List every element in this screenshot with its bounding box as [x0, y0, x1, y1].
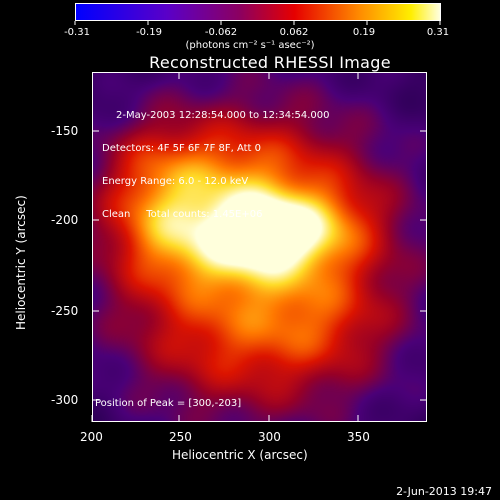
y-tick-label: -250: [51, 304, 79, 318]
colorbar-tick-label: 0.19: [352, 27, 376, 38]
colorbar-gradient: [76, 4, 440, 20]
colorbar-units: (photons cm⁻² s⁻¹ asec⁻²): [185, 40, 315, 51]
colorbar-tick-label: 0.062: [279, 27, 309, 38]
energy-range-text: Energy Range: 6.0 - 12.0 keV: [102, 176, 249, 187]
peak-position-text: Position of Peak = [300,-203]: [95, 398, 242, 409]
x-tick-label: 300: [258, 430, 281, 444]
x-tick-label: 200: [80, 430, 103, 444]
y-tick-label: -300: [51, 393, 79, 407]
colorbar-ticks: -0.31 -0.19 -0.062 0.062 0.19 0.31: [0, 0, 500, 40]
colorbar-tick-label: -0.062: [204, 27, 238, 38]
detectors-text: Detectors: 4F 5F 6F 7F 8F, Att 0: [102, 143, 262, 154]
colorbar-tick-label: -0.31: [64, 27, 90, 38]
time-range-text: 2-May-2003 12:28:54.000 to 12:34:54.000: [116, 110, 330, 121]
y-axis-label: Heliocentric Y (arcsec): [14, 195, 28, 330]
plot-title: Reconstructed RHESSI Image: [149, 53, 391, 72]
y-tick-label: -200: [51, 213, 79, 227]
y-tick-label: -150: [51, 124, 79, 138]
x-tick-label: 250: [169, 430, 192, 444]
colorbar-tick-label: 0.31: [426, 27, 450, 38]
x-tick-label: 350: [347, 430, 370, 444]
observation-info: 2-May-2003 12:28:54.000 to 12:34:54.000 …: [102, 88, 329, 231]
colorbar: [75, 3, 441, 21]
rhessi-image: [92, 72, 427, 422]
plot-frame: [92, 72, 427, 422]
colorbar-tick-label: -0.19: [136, 27, 162, 38]
x-axis-label: Heliocentric X (arcsec): [172, 448, 308, 462]
clean-counts-text: Clean Total counts: 1.45E+06: [102, 209, 263, 220]
plot-timestamp: 2-Jun-2013 19:47: [396, 485, 492, 498]
